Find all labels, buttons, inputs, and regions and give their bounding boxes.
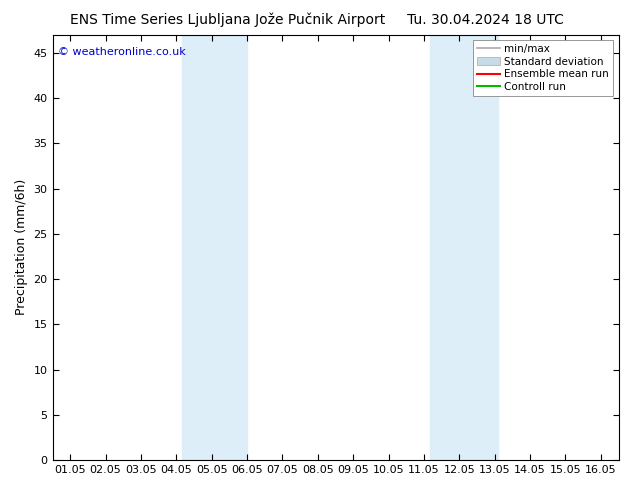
Bar: [430, 35, 498, 460]
Legend: min/max, Standard deviation, Ensemble mean run, Controll run: min/max, Standard deviation, Ensemble me…: [473, 40, 613, 96]
Text: ENS Time Series Ljubljana Jože Pučnik Airport     Tu. 30.04.2024 18 UTC: ENS Time Series Ljubljana Jože Pučnik Ai…: [70, 12, 564, 27]
Text: © weatheronline.co.uk: © weatheronline.co.uk: [58, 48, 186, 57]
Y-axis label: Precipitation (mm/6h): Precipitation (mm/6h): [15, 179, 28, 316]
Bar: [182, 35, 247, 460]
